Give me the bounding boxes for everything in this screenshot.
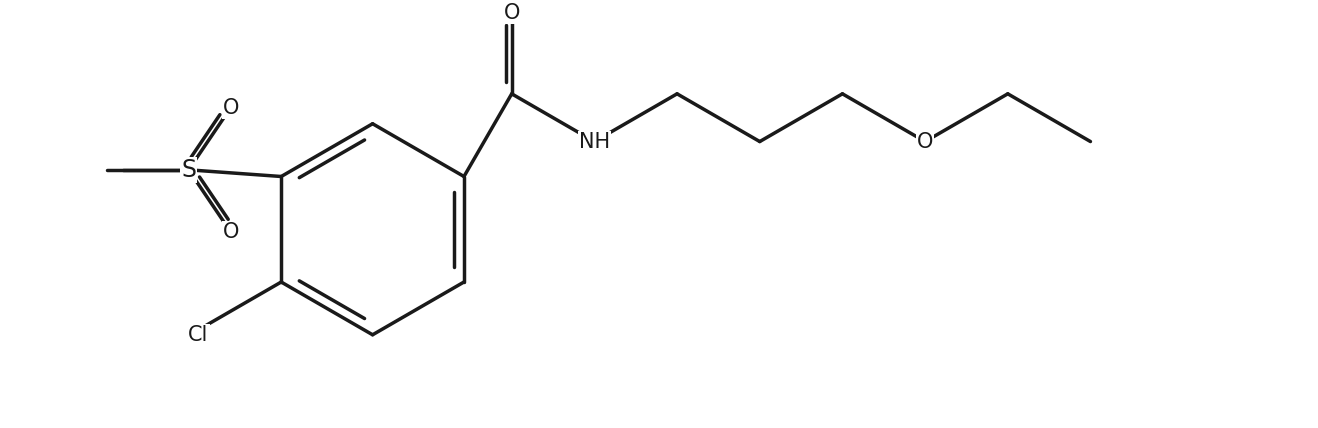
Text: O: O	[503, 3, 519, 23]
Text: O: O	[917, 131, 933, 152]
Text: O: O	[223, 222, 239, 242]
Text: S: S	[181, 158, 196, 182]
Text: O: O	[223, 98, 239, 118]
Text: Cl: Cl	[188, 325, 208, 345]
Text: NH: NH	[579, 131, 610, 152]
